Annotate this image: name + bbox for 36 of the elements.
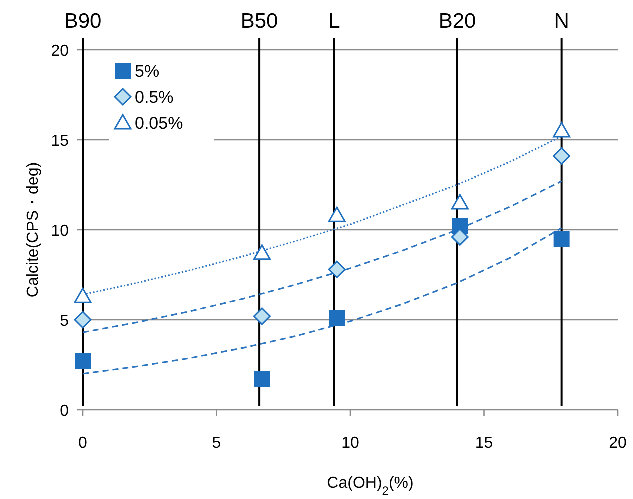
point xyxy=(451,228,469,246)
ref-line-label: L xyxy=(328,10,340,33)
y-axis-title: Calcite(CPS・deg) xyxy=(25,162,42,298)
point xyxy=(253,244,271,260)
x-axis-title: Ca(OH)$_{2}$(%) xyxy=(327,475,414,498)
point xyxy=(254,371,270,388)
point xyxy=(553,147,571,165)
y-tick-label: 0 xyxy=(60,403,70,420)
line-series xyxy=(82,227,563,375)
point xyxy=(451,194,469,210)
y-tick-label: 15 xyxy=(51,133,70,150)
x-tick-label: 0 xyxy=(78,435,88,452)
point xyxy=(253,308,271,326)
ref-line-label: N xyxy=(554,10,570,33)
point xyxy=(553,122,571,138)
point xyxy=(328,260,346,278)
legend-label: 0.05% xyxy=(135,114,184,133)
x-tick-label: 15 xyxy=(475,435,494,452)
point xyxy=(329,310,346,326)
ref-line-label: B90 xyxy=(64,10,102,33)
y-tick-label: 10 xyxy=(51,223,70,240)
point xyxy=(328,206,346,222)
ref-line-label: B20 xyxy=(438,10,476,33)
y-tick-label: 20 xyxy=(51,43,70,60)
point xyxy=(74,311,92,329)
legend-label: 5% xyxy=(135,62,160,81)
point xyxy=(75,353,91,370)
x-tick-label: 5 xyxy=(212,435,222,452)
legend-label: 0.5% xyxy=(135,88,174,107)
point xyxy=(74,288,92,304)
x-tick-label: 20 xyxy=(609,435,627,452)
y-tick-label: 5 xyxy=(60,313,70,330)
x-tick-label: 10 xyxy=(342,435,360,452)
line-series xyxy=(82,180,563,334)
point xyxy=(554,231,570,247)
ref-line-label: B50 xyxy=(240,10,278,33)
